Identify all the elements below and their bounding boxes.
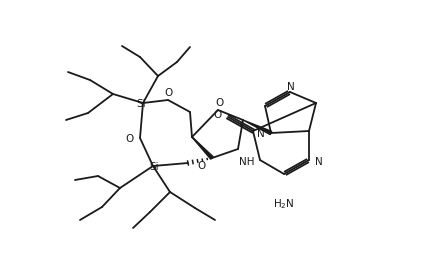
Text: Si: Si — [136, 99, 145, 109]
Text: O: O — [126, 134, 134, 144]
Polygon shape — [192, 137, 213, 159]
Text: N: N — [286, 82, 294, 92]
Text: N: N — [314, 157, 322, 167]
Text: Si: Si — [149, 162, 158, 172]
Text: O: O — [213, 110, 222, 120]
Text: O: O — [196, 161, 205, 171]
Text: O: O — [216, 98, 224, 108]
Text: O: O — [164, 88, 173, 98]
Text: H$_2$N: H$_2$N — [273, 197, 294, 211]
Text: NH: NH — [239, 157, 254, 167]
Polygon shape — [242, 120, 271, 135]
Text: N: N — [256, 129, 265, 139]
